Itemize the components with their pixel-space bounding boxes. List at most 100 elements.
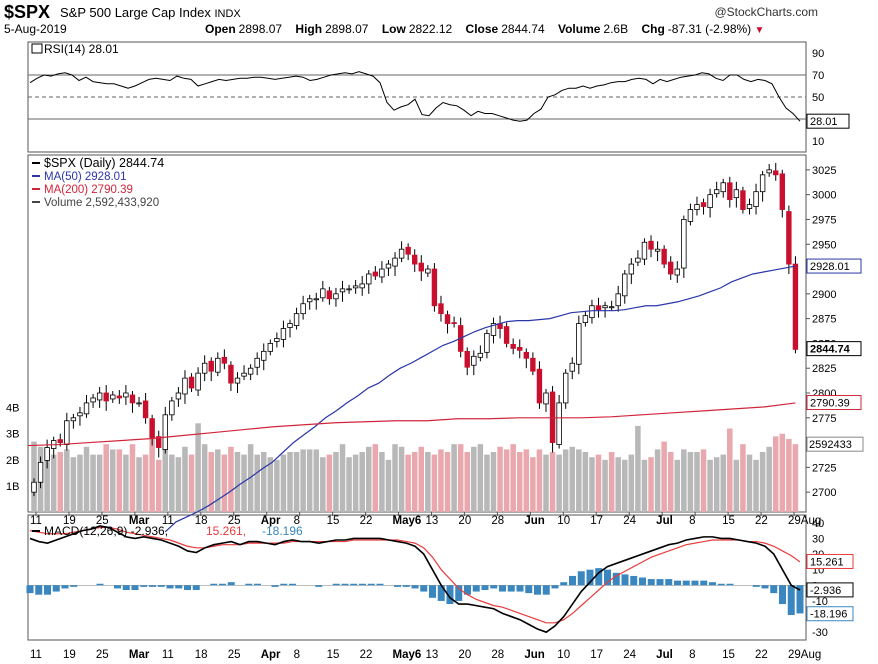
candle-body [582,315,589,323]
volume-bar [661,441,667,512]
volume-bar [195,423,201,512]
macd-signal-legend: 15.261, [206,524,246,538]
candle-body [234,377,241,384]
candle-body [96,392,103,401]
x-axis-label: 13 [425,515,438,527]
volume-legend: Volume 2,592,433,920 [44,197,159,209]
macd-histogram-bar [586,569,594,586]
x-axis-label: 25 [228,515,241,527]
macd-histogram-bar [210,583,218,586]
macd-histogram-bar [175,585,183,589]
x-axis-label: Apr [261,515,281,527]
candle-body [490,323,497,336]
macd-histogram-bar [149,585,156,587]
macd-histogram-bar [761,585,769,589]
volume-bar [77,454,83,512]
macd-histogram-bar [700,580,708,586]
candle-body [668,261,674,275]
price-y-tick: 2825 [812,363,836,375]
macd-y-tick: -10 [812,596,828,608]
volume-bar [372,444,379,512]
macd-histogram-bar [350,583,358,586]
candle-body [31,481,37,493]
volume-bar [707,459,713,512]
x-axis-label: May6 [393,515,422,527]
volume-bar [405,454,411,512]
volume-y-tick: 2B [6,455,19,467]
volume-bar [182,446,188,512]
volume-bar [333,452,339,512]
x-axis-label: 24 [623,515,636,527]
volume-bar [346,457,352,512]
macd-histogram-bar [656,579,664,586]
macd-x-axis-label: 8 [294,649,300,661]
macd-histogram-bar [446,585,454,605]
candle-body [57,439,63,443]
rsi-y-tick: 70 [812,70,824,82]
volume-bar [44,449,50,512]
symbol: $SPX [4,2,51,22]
candle-body [247,367,254,375]
macd-x-axis-label: 10 [557,649,570,661]
candle-body [556,402,562,445]
candle-body [398,248,405,259]
volume-bar [681,449,687,512]
volume-bar [536,449,543,512]
price-y-tick: 2700 [812,487,836,499]
x-axis-label: 17 [590,515,603,527]
candle-body [451,322,457,324]
volume-bar [654,449,661,512]
volume-bar [175,457,182,512]
candle-body [254,357,260,368]
candle-body [156,436,162,448]
macd-histogram-bar [665,579,673,586]
volume-bar [471,446,477,512]
candle-body [589,305,595,319]
volume-bar [155,459,162,512]
macd-histogram-bar [630,575,638,586]
volume-bar [733,459,740,512]
rsi-last-label: 28.01 [810,116,838,128]
candle-body [37,462,44,483]
candle-body [543,392,549,405]
volume-bar [280,454,287,512]
volume-bar [569,446,576,512]
ma200-value-box-label: 2790.39 [810,398,850,410]
macd-x-axis-label: 11 [30,649,42,661]
macd-x-axis-label: 25 [228,649,241,661]
price-y-tick: 2875 [812,314,836,326]
candle-body [44,447,50,461]
ma50-value-box-label: 2928.01 [810,261,850,273]
candle-body [464,350,470,368]
candle-body [274,338,280,342]
candle-body [339,288,346,293]
candle-body [687,209,694,222]
volume-bar [740,444,746,512]
volume-bar [162,441,169,512]
macd-signal-value-box [806,553,854,569]
change-value: -87.31 (-2.98%) [667,22,752,36]
candle-body [366,273,372,285]
macd-histogram-bar [184,585,191,590]
macd-histogram-bar [542,585,550,595]
volume-bar [746,454,753,512]
volume-bar [103,444,109,512]
volume-bar [313,449,320,512]
macd-histogram-bar [114,585,121,589]
volume-bar [326,454,333,512]
volume-bar [260,452,267,512]
macd-hist-legend: -18.196 [262,524,303,538]
volume-bar [339,444,346,512]
volume-bar [293,452,300,512]
macd-histogram-bar [411,585,419,589]
volume-bar [208,452,214,512]
macd-histogram-bar [621,574,629,586]
macd-x-axis-label: 22 [755,649,768,661]
candle-body [681,219,687,269]
macd-histogram-bar [140,585,148,587]
rsi-y-tick: 50 [812,92,824,104]
macd-histogram-bar [157,585,165,587]
volume-bar [90,454,96,512]
macd-histogram-bar [796,585,804,614]
x-axis-label: 15 [327,515,340,527]
